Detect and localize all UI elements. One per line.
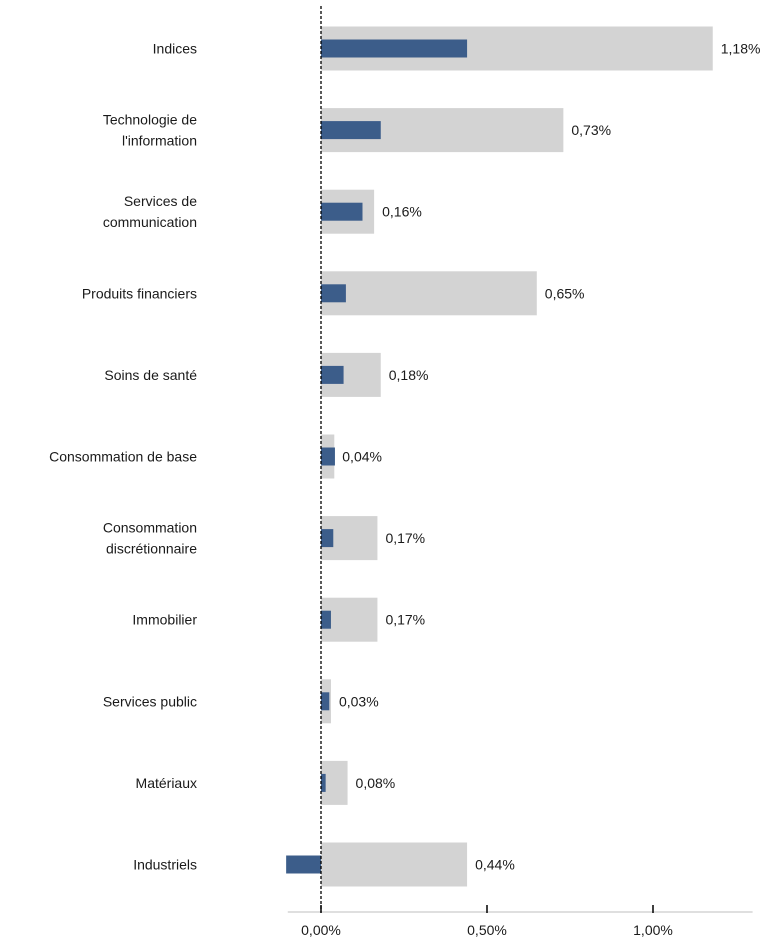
category-label-line: communication — [103, 214, 197, 230]
category-label: Indices — [153, 41, 197, 57]
contribution-bar — [321, 121, 381, 140]
contribution-bar — [321, 692, 330, 711]
total-bar — [321, 842, 468, 887]
contribution-bars — [286, 39, 468, 874]
category-label-line: Consommation de base — [49, 449, 197, 465]
value-label: 0,18% — [389, 367, 429, 383]
contribution-bar — [286, 855, 321, 874]
value-label: 0,16% — [382, 204, 422, 220]
contribution-bar — [321, 39, 468, 58]
category-label-line: Soins de santé — [104, 367, 197, 383]
value-label: 0,44% — [475, 857, 515, 873]
x-tick-label: 1,00% — [633, 922, 673, 938]
category-label-line: discrétionnaire — [106, 541, 197, 557]
category-label-line: l'information — [122, 133, 197, 149]
contribution-bar — [321, 610, 331, 629]
category-label-line: Technologie de — [103, 112, 197, 128]
contribution-bar — [321, 202, 363, 221]
category-label-line: Indices — [153, 41, 197, 57]
value-label: 0,73% — [571, 122, 611, 138]
value-label: 0,17% — [385, 612, 425, 628]
value-label: 0,08% — [356, 775, 396, 791]
category-label: Soins de santé — [104, 367, 197, 383]
contribution-bar — [321, 529, 334, 548]
category-label-line: Consommation — [103, 520, 197, 536]
x-tick-label: 0,00% — [301, 922, 341, 938]
category-label: Produits financiers — [82, 285, 197, 301]
value-labels: 1,18% 0,73% 0,16% 0,65% 0,18% 0,04% 0,17% 0,17%… — [339, 41, 761, 873]
category-labels: Indices Technologie de l'information Servic… — [49, 41, 197, 873]
category-label: Services public — [103, 693, 197, 709]
contribution-bar — [321, 284, 346, 303]
contribution-bar — [321, 773, 326, 792]
category-label: Services de communication — [103, 193, 197, 230]
category-label: Consommation de base — [49, 449, 197, 465]
category-label-line: Produits financiers — [82, 285, 197, 301]
value-label: 0,65% — [545, 285, 585, 301]
category-label-line: Matériaux — [136, 775, 197, 791]
category-label-line: Services public — [103, 693, 197, 709]
x-tick-label: 0,50% — [467, 922, 507, 938]
category-label-line: Immobilier — [132, 612, 197, 628]
value-label: 0,04% — [342, 449, 382, 465]
value-label: 1,18% — [721, 41, 761, 57]
contribution-bar — [321, 447, 335, 466]
category-label-line: Services de — [124, 193, 197, 209]
category-label: Technologie de l'information — [103, 112, 197, 149]
category-label: Immobilier — [132, 612, 197, 628]
total-bar — [321, 271, 537, 316]
category-label: Matériaux — [136, 775, 197, 791]
value-label: 0,17% — [385, 530, 425, 546]
contribution-bar — [321, 365, 344, 384]
x-axis-ticks: 0,00% 0,50% 1,00% — [301, 905, 673, 938]
category-label-line: Industriels — [133, 857, 197, 873]
value-label: 0,03% — [339, 693, 379, 709]
category-label: Industriels — [133, 857, 197, 873]
category-label: Consommation discrétionnaire — [103, 520, 197, 557]
